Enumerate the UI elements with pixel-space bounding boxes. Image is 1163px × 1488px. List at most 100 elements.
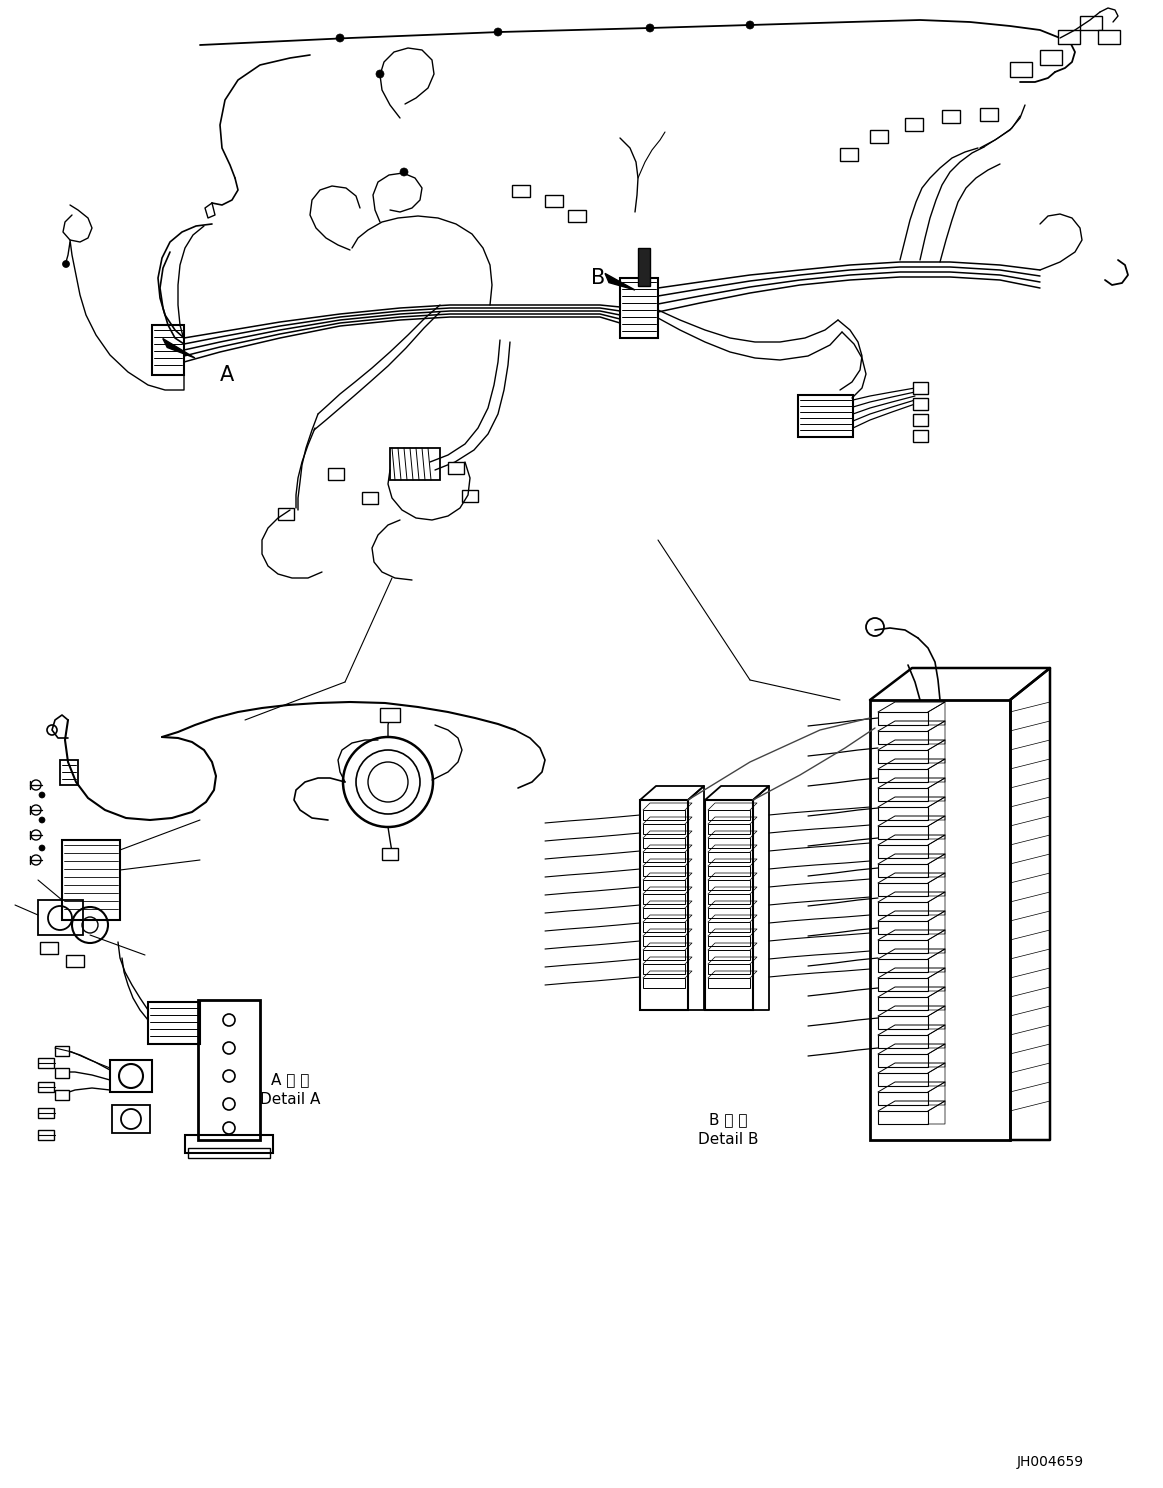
Bar [878, 1016, 928, 1030]
Bar [198, 1000, 261, 1140]
Bar [643, 838, 685, 848]
Bar [38, 1109, 53, 1117]
Bar [708, 908, 750, 918]
Bar [38, 1082, 53, 1092]
Bar [643, 809, 685, 820]
Circle shape [645, 24, 654, 33]
Bar [878, 750, 928, 763]
Bar [38, 1129, 53, 1140]
Bar [643, 978, 685, 988]
Bar [913, 430, 928, 442]
Bar [878, 882, 928, 896]
Bar [112, 1106, 150, 1132]
Polygon shape [163, 339, 195, 359]
Bar [38, 900, 83, 934]
Bar [1080, 16, 1103, 30]
Bar [708, 894, 750, 905]
Bar [870, 699, 1009, 1140]
Circle shape [40, 817, 45, 823]
Bar [708, 866, 750, 876]
Bar [545, 195, 563, 207]
Bar [1009, 62, 1032, 77]
Bar [568, 210, 586, 222]
Bar [878, 921, 928, 934]
Bar [705, 801, 752, 1010]
Bar [878, 978, 928, 991]
Bar [66, 955, 84, 967]
Bar [643, 853, 685, 862]
Bar [390, 448, 440, 481]
Bar [878, 1112, 928, 1123]
Text: B: B [591, 268, 605, 289]
Bar [643, 936, 685, 946]
Bar [878, 711, 928, 725]
Circle shape [745, 21, 754, 28]
Bar [708, 936, 750, 946]
Bar [878, 1036, 928, 1048]
Bar [878, 958, 928, 972]
Bar [381, 848, 398, 860]
Circle shape [376, 70, 384, 77]
Bar [1058, 30, 1080, 45]
Bar [643, 866, 685, 876]
Bar [878, 806, 928, 820]
Bar [878, 997, 928, 1010]
Bar [878, 826, 928, 839]
Bar [55, 1068, 69, 1077]
Bar [512, 185, 530, 196]
Bar [38, 1058, 53, 1068]
Bar [643, 949, 685, 960]
Text: B 詳 細: B 詳 細 [708, 1113, 748, 1128]
Bar [380, 708, 400, 722]
Bar [60, 760, 78, 786]
Bar [942, 110, 959, 124]
Bar [40, 942, 58, 954]
Circle shape [40, 792, 45, 798]
Circle shape [63, 260, 70, 268]
Bar [878, 865, 928, 876]
Bar [643, 894, 685, 905]
Bar [643, 908, 685, 918]
Bar [708, 809, 750, 820]
Bar [643, 923, 685, 931]
Bar [362, 493, 378, 504]
Bar [708, 824, 750, 833]
Bar [708, 838, 750, 848]
Bar [980, 109, 998, 121]
Circle shape [40, 845, 45, 851]
Text: Detail B: Detail B [698, 1132, 758, 1147]
Bar [188, 1149, 270, 1158]
Bar [638, 248, 650, 286]
Bar [278, 507, 294, 519]
Bar [878, 1092, 928, 1106]
Bar [448, 461, 464, 475]
Text: JH004659: JH004659 [1016, 1455, 1084, 1469]
Polygon shape [605, 274, 635, 290]
Bar [878, 769, 928, 783]
Bar [110, 1059, 152, 1092]
Bar [55, 1046, 69, 1056]
Bar [640, 801, 688, 1010]
Bar [643, 879, 685, 890]
Bar [708, 978, 750, 988]
Bar [870, 129, 889, 143]
Bar [708, 949, 750, 960]
Bar [1098, 30, 1120, 45]
Bar [643, 964, 685, 975]
Bar [878, 902, 928, 915]
Text: A: A [220, 365, 234, 385]
Circle shape [336, 34, 344, 42]
Bar [878, 940, 928, 952]
Bar [462, 490, 478, 501]
Bar [148, 1001, 200, 1045]
Bar [905, 118, 923, 131]
Bar [840, 147, 858, 161]
Bar [55, 1091, 69, 1100]
Bar [328, 469, 344, 481]
Circle shape [494, 28, 502, 36]
Bar [708, 964, 750, 975]
Bar [708, 923, 750, 931]
Bar [708, 853, 750, 862]
Bar [798, 394, 852, 437]
Bar [152, 324, 184, 375]
